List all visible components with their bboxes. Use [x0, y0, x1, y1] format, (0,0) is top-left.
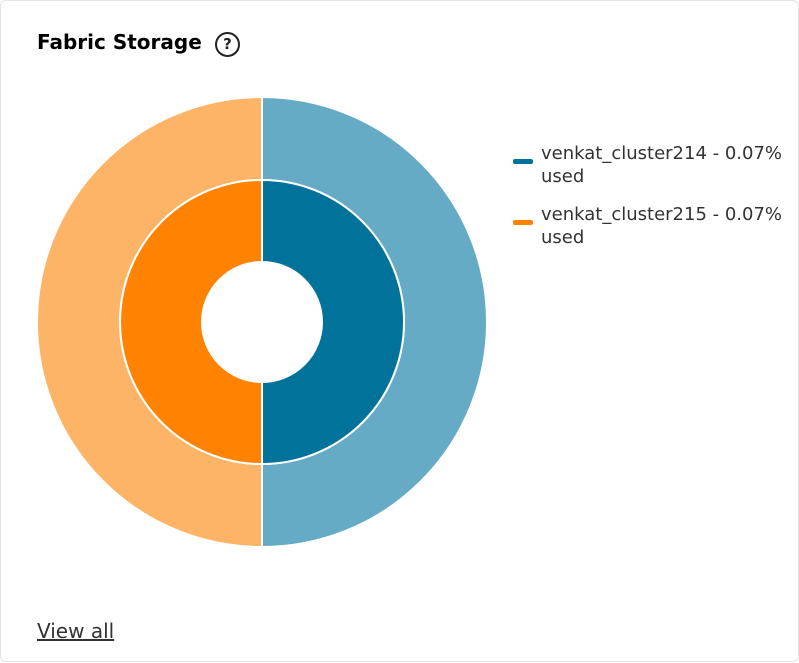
help-icon[interactable]: ?: [215, 32, 240, 57]
legend-label: venkat_cluster215 - 0.07% used: [541, 204, 783, 248]
legend-item: venkat_cluster215 - 0.07% used: [513, 203, 791, 249]
legend-swatch: [513, 159, 533, 164]
card-title: Fabric Storage: [37, 30, 202, 54]
legend: venkat_cluster214 - 0.07% used venkat_clu…: [513, 142, 797, 264]
inner-slice: [261, 178, 405, 466]
inner-slice: [119, 178, 263, 466]
legend-item: venkat_cluster214 - 0.07% used: [513, 142, 791, 188]
legend-label: venkat_cluster214 - 0.07% used: [541, 143, 783, 187]
legend-swatch: [513, 220, 533, 225]
view-all-link[interactable]: View all: [37, 619, 115, 643]
